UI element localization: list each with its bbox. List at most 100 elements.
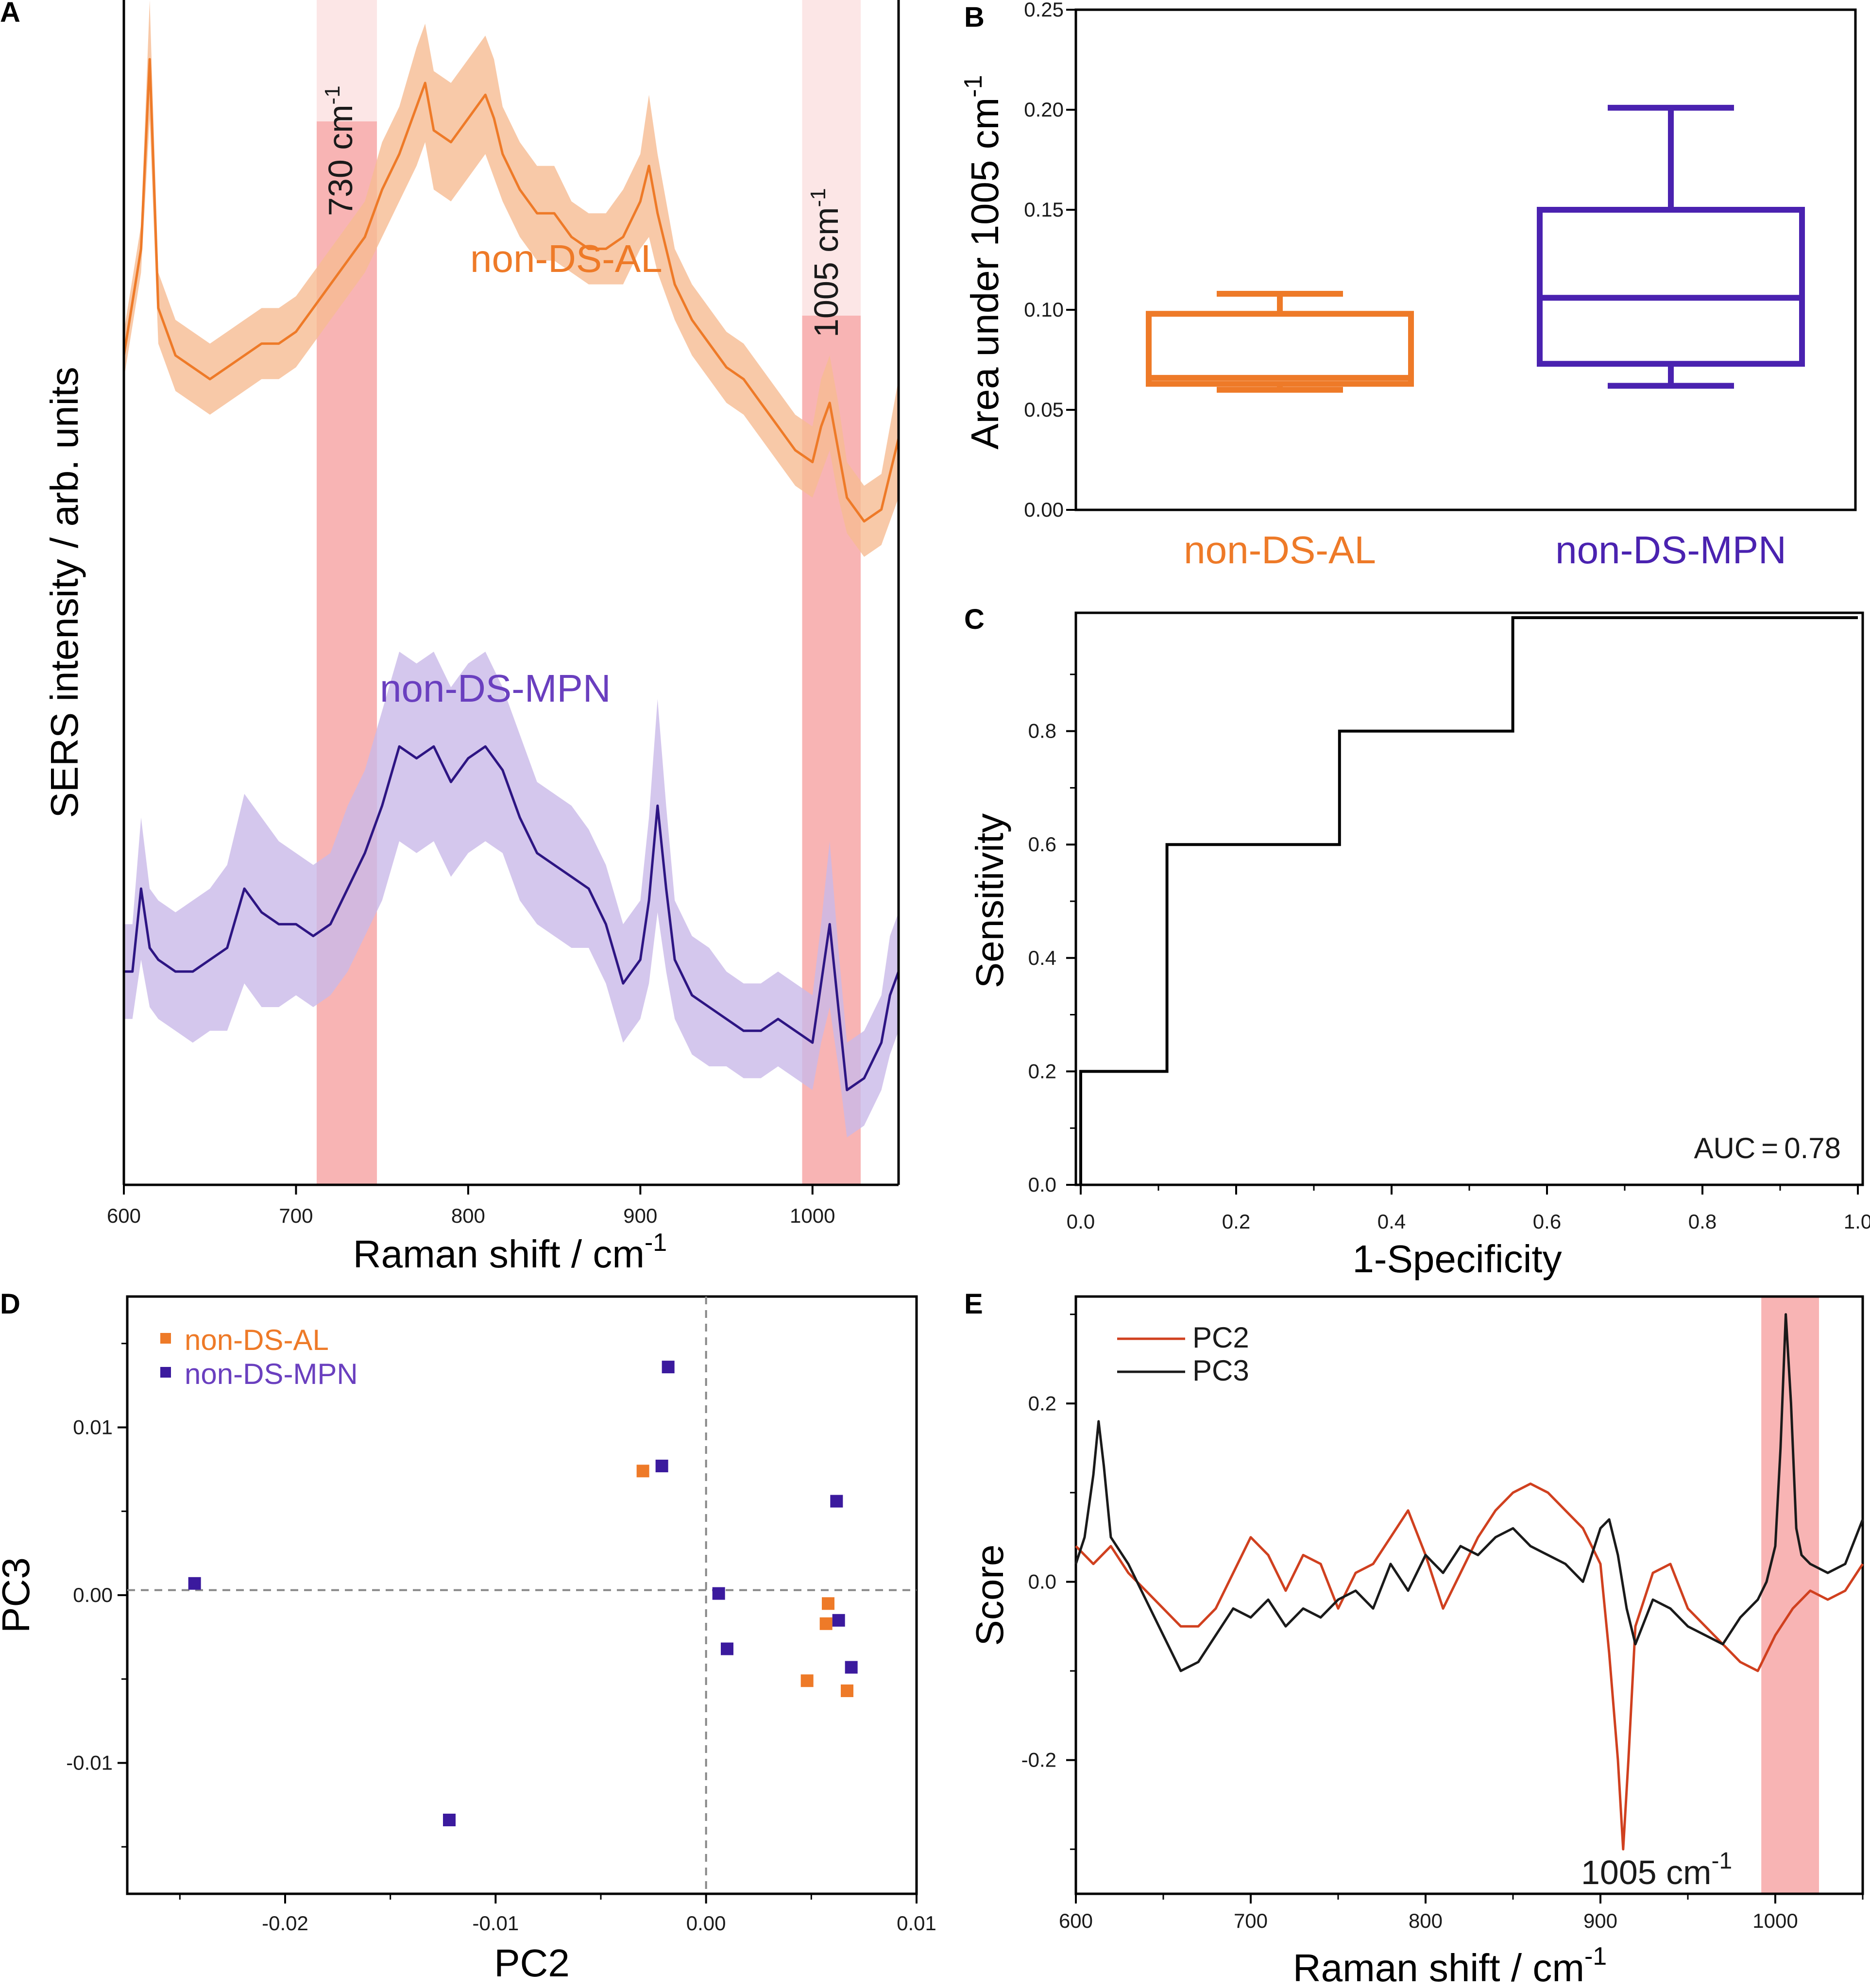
category-non-ds-mpn: non-DS-MPN (1555, 528, 1786, 572)
boxplots (1146, 104, 1805, 393)
x-tick-label: 900 (623, 1204, 657, 1227)
x-tick-label: 0.00 (686, 1912, 726, 1935)
highlight-fade-1 (802, 0, 861, 316)
series-band-non-ds-mpn (124, 652, 899, 1138)
x-tick-label: 0.6 (1533, 1210, 1561, 1233)
y-tick-label: 0.00 (73, 1584, 113, 1606)
y-axis-title: Score (968, 1545, 1011, 1646)
x-tick-label: 0.8 (1688, 1210, 1717, 1233)
spectra (122, 0, 900, 1138)
panel-b-label: B (964, 1, 985, 33)
x-tick-label: 700 (1234, 1909, 1268, 1932)
y-tick-label: 0.0 (1028, 1173, 1056, 1196)
series-line-non-ds-mpn (124, 745, 900, 1092)
legend-non-ds-al: non-DS-AL (185, 1324, 329, 1356)
panel-e: E 600 700 800 900 1000 -0.2 0.0 0.2 PC2 PC3 100… (964, 1288, 1864, 1988)
x-tick-label: 0.2 (1222, 1210, 1250, 1233)
x-tick-label: 1000 (1752, 1909, 1798, 1932)
x-tick-label: 800 (1409, 1909, 1443, 1932)
legend-pc3: PC3 (1192, 1354, 1249, 1387)
y-tick-label: 0.01 (73, 1415, 113, 1438)
box-non-ds-al (1146, 311, 1414, 387)
annotation-1005: 1005 cm-1 (1581, 1848, 1732, 1891)
y-tick-label: 0.2 (1028, 1392, 1056, 1415)
series-line-pc3 (1074, 1313, 1864, 1672)
point-non-ds-mpn (845, 1661, 858, 1674)
x-axis-title: Raman shift / cm-1 (353, 1229, 667, 1276)
auc-label: AUC = 0.78 (1694, 1132, 1841, 1164)
y-axis-title: PC3 (0, 1557, 37, 1633)
legend-marker-al (160, 1333, 171, 1344)
legend: PC2 PC3 (1117, 1321, 1249, 1387)
highlight-fade-0 (316, 0, 377, 121)
x-tick-label: 700 (279, 1204, 313, 1227)
point-non-ds-al (636, 1465, 649, 1478)
y-tick-label: -0.2 (1021, 1749, 1056, 1771)
point-non-ds-mpn (662, 1361, 675, 1374)
roc-curve (1079, 616, 1858, 1185)
x-tick-label: 0.4 (1377, 1210, 1406, 1233)
x-tick-label: 1.0 (1844, 1210, 1870, 1233)
y-tick-label: 0.8 (1028, 720, 1056, 742)
x-ticks: 600 700 800 900 1000 (107, 1185, 835, 1227)
y-tick-label: 0.00 (1024, 498, 1064, 521)
label-non-ds-al: non-DS-AL (470, 237, 663, 280)
y-axis-title: SERS intensity / arb. units (43, 367, 86, 818)
y-tick-label: 0.6 (1028, 833, 1056, 856)
point-non-ds-mpn (443, 1813, 456, 1826)
x-axis-title: Raman shift / cm-1 (1293, 1942, 1607, 1988)
y-axis-title: Area under 1005 cm-1 (959, 75, 1006, 449)
x-tick-label: 600 (1059, 1909, 1093, 1932)
legend: non-DS-AL non-DS-MPN (160, 1324, 358, 1390)
point-non-ds-mpn (830, 1495, 843, 1508)
loading-curves (1074, 1313, 1864, 1851)
x-tick-label: 0.01 (897, 1912, 936, 1935)
panel-a-label: A (0, 0, 20, 28)
category-non-ds-al: non-DS-AL (1184, 528, 1376, 572)
legend-marker-mpn (160, 1367, 171, 1378)
x-tick-label: 800 (451, 1204, 485, 1227)
y-tick-label: 0.10 (1024, 298, 1064, 321)
panel-d-label: D (0, 1288, 20, 1320)
x-axis-title: PC2 (494, 1941, 570, 1985)
x-tick-label: 600 (107, 1204, 141, 1227)
scatter-points (188, 1361, 858, 1826)
y-tick-label: -0.01 (66, 1752, 113, 1774)
point-non-ds-mpn (655, 1459, 668, 1472)
panel-e-label: E (964, 1288, 983, 1320)
box-non-ds-mpn (1537, 207, 1805, 367)
panel-c: C 0.0 0.2 0.4 0.6 0.8 1.0 0.0 0.2 0.4 0.6 0.8 AUC … (964, 604, 1870, 1280)
panel-d: D -0.02 -0.01 0.00 0.01 -0.01 0.00 0.01 non-DS… (0, 1288, 936, 1985)
point-non-ds-al (819, 1617, 833, 1630)
point-non-ds-al (841, 1684, 853, 1697)
y-tick-label: 0.0 (1028, 1570, 1056, 1593)
point-non-ds-mpn (832, 1614, 845, 1627)
plot-frame (1074, 611, 1864, 1186)
annotation-1005: 1005 cm-1 (806, 188, 845, 337)
panel-a: A 600 700 800 900 1000 Raman shift / cm-1 SE… (0, 0, 900, 1276)
y-tick-label: 0.15 (1024, 198, 1064, 221)
point-non-ds-al (822, 1597, 834, 1610)
y-tick-label: 0.2 (1028, 1060, 1056, 1082)
x-tick-label: -0.01 (472, 1912, 519, 1935)
y-ticks: 0.00 0.05 0.10 0.15 0.20 0.25 (1024, 0, 1076, 521)
annotation-730: 730 cm-1 (321, 85, 359, 216)
plot-frame (1074, 1295, 1864, 1895)
y-tick-label: 0.20 (1024, 98, 1064, 121)
x-tick-label: -0.02 (262, 1912, 308, 1935)
point-non-ds-mpn (188, 1577, 201, 1590)
panel-c-label: C (964, 604, 985, 635)
x-axis-title: 1-Specificity (1352, 1237, 1562, 1280)
y-tick-label: 0.4 (1028, 946, 1056, 969)
series-line-non-ds-al (122, 58, 900, 523)
y-tick-label: 0.25 (1024, 0, 1064, 21)
point-non-ds-mpn (721, 1642, 733, 1655)
legend-pc2: PC2 (1192, 1321, 1249, 1354)
x-tick-label: 0.0 (1067, 1210, 1095, 1233)
y-axis-title: Sensitivity (968, 813, 1011, 988)
plot-frame (1074, 8, 1857, 511)
series-line-pc2 (1075, 1483, 1864, 1851)
ticks: 600 700 800 900 1000 -0.2 0.0 0.2 (1021, 1314, 1864, 1932)
panel-b: B 0.00 0.05 0.10 0.15 0.20 0.25 Area under 10… (959, 0, 1857, 572)
